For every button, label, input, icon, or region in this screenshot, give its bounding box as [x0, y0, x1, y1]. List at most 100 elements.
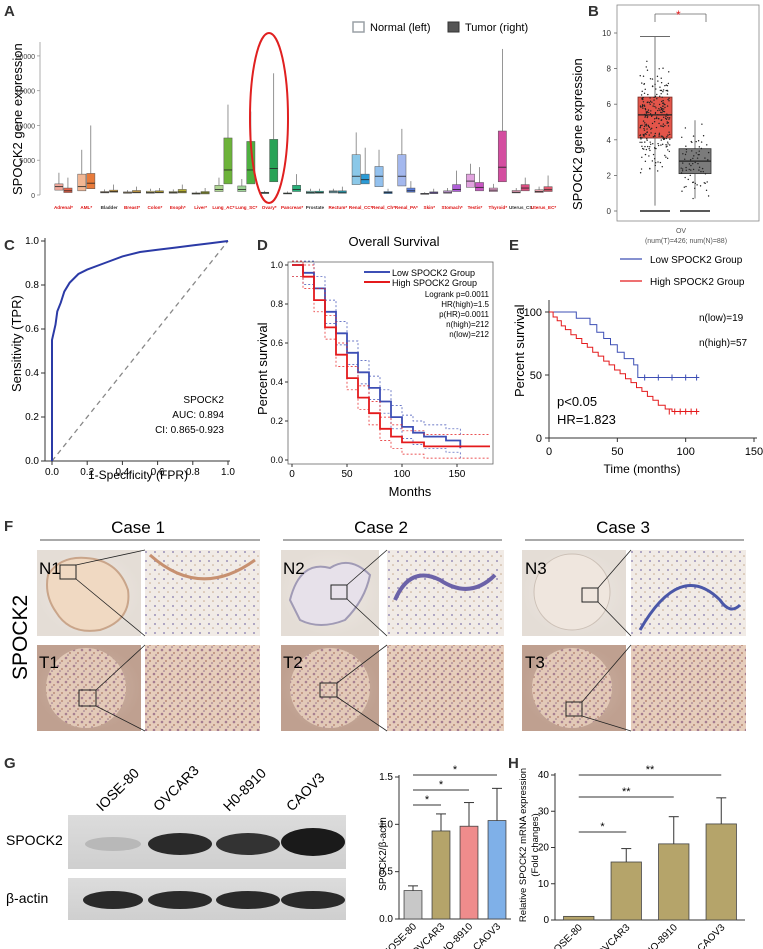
h-xtick-label: HO-8910 — [643, 922, 680, 949]
tissue-t3-zoom — [631, 645, 746, 731]
band-bactin-ioese80 — [83, 891, 143, 909]
panel-d-ylabel: Percent survival — [255, 322, 270, 415]
ov-normal-point — [702, 170, 704, 173]
tissue-n3-zoom — [631, 550, 746, 636]
ov-tumor-point — [665, 156, 667, 158]
h-ytick-label: 0 — [543, 915, 549, 926]
ov-tumor-point — [647, 145, 649, 148]
panel-d-xlabel: Months — [389, 484, 432, 499]
legend-low-e: Low SPOCK2 Group — [650, 255, 743, 266]
ov-tumor-point — [662, 116, 665, 119]
b-ytick-label: 10 — [602, 29, 611, 38]
cancer-tick-label: Lung_SC* — [235, 205, 257, 210]
ov-tumor-point — [654, 132, 656, 135]
roc-auc: AUC: 0.894 — [172, 410, 224, 421]
panel-c-xlabel: 1-Specificity (FPR) — [88, 468, 188, 482]
h-bar — [563, 915, 595, 921]
ov-tumor-point — [665, 146, 667, 148]
ov-tumor-point — [648, 155, 650, 157]
cancer-tick-label: Stomach* — [442, 205, 463, 210]
t2-zoom-line-bottom — [336, 696, 388, 732]
ov-tumor-point — [639, 172, 642, 174]
panel-b-counts: (num(T)=426; num(N)=88) — [645, 238, 727, 245]
panel-f-ihc: Case 1 Case 2 Case 3 SPOCK2 N1 N2 N3 T1 … — [9, 518, 746, 732]
ov-normal-point — [685, 148, 688, 151]
c-ytick-label: 0.8 — [25, 280, 39, 291]
tissue-n3-zoom-vessel — [638, 583, 742, 631]
g-ytick-label: 1.0 — [379, 819, 393, 830]
ov-tumor-point — [668, 97, 670, 100]
normal-box — [511, 190, 521, 194]
blot-col-ovcar3: OVCAR3 — [150, 762, 202, 814]
ov-tumor-point — [652, 153, 655, 156]
legend-normal-swatch — [352, 21, 365, 33]
ov-tumor-point — [666, 157, 669, 160]
band-bactin-ho8910 — [216, 891, 280, 909]
ov-tumor-point — [660, 144, 662, 146]
ov-normal-point — [688, 163, 691, 165]
ov-tumor-point — [643, 134, 645, 136]
ov-normal-point — [692, 197, 694, 200]
band-spock2-caov3 — [281, 828, 345, 856]
panel-label-b: B — [588, 3, 599, 20]
t3-zoom-line-top — [581, 644, 632, 703]
ov-normal-point — [689, 174, 691, 177]
ov-tumor-point — [651, 127, 653, 130]
ov-normal-point — [680, 167, 682, 169]
cancer-tick-label: Testis* — [468, 205, 483, 210]
ov-tumor-point — [654, 164, 656, 167]
band-spock2-ho8910 — [216, 833, 280, 855]
legend-tumor-swatch — [447, 21, 460, 33]
tumor-box — [452, 184, 461, 192]
ov-tumor-point — [644, 153, 647, 156]
ov-tumor-point — [659, 161, 662, 164]
ov-tumor-point — [649, 97, 651, 99]
e-xtick-label: 0 — [546, 446, 552, 458]
cancer-tick-label: Bladder — [101, 205, 118, 210]
ov-tumor-point — [667, 143, 669, 145]
panel-label-g: G — [4, 755, 16, 772]
cancer-tick-label: Uterus_EC* — [531, 205, 556, 210]
h-ytick-label: 20 — [538, 843, 550, 854]
ov-tumor-point — [658, 132, 661, 134]
g-xtick-label: OVCAR3 — [410, 921, 447, 949]
ov-normal-point — [690, 169, 692, 171]
panel-h-bar-chart: Relative SPOCK2 mRNA expression (Fold ch… — [518, 764, 745, 949]
label-t1: T1 — [39, 653, 59, 672]
ov-tumor-point — [660, 77, 662, 79]
cancer-tick-label: Renal_PA* — [395, 205, 418, 210]
band-spock2-ovcar3 — [148, 833, 212, 855]
ov-tumor-point — [645, 66, 647, 68]
ov-normal-point — [694, 187, 696, 190]
t1-zoom-line-bottom — [95, 705, 146, 732]
ov-tumor-point — [659, 109, 661, 111]
ov-normal-point — [704, 182, 706, 185]
g-xtick-label: CAOV3 — [471, 921, 503, 949]
ov-tumor-point — [662, 89, 665, 91]
ov-tumor-point — [665, 118, 668, 120]
panel-b-xlabel: OV — [676, 228, 686, 235]
ov-tumor-point — [650, 143, 652, 146]
ov-normal-point — [685, 151, 688, 153]
ov-tumor-point — [650, 128, 652, 130]
ov-tumor-point — [641, 141, 643, 144]
panel-label-f: F — [4, 518, 13, 535]
ov-tumor-point — [647, 125, 650, 127]
c-xtick-label: 0.6 — [151, 467, 165, 478]
ov-tumor-point — [667, 134, 669, 136]
ov-tumor-point — [660, 135, 662, 137]
a-ytick-label: 10000 — [16, 123, 36, 130]
os-high-curve — [292, 264, 490, 448]
h-sig-star: * — [600, 821, 605, 833]
ov-tumor-point — [649, 78, 652, 80]
ov-normal-point — [696, 184, 698, 186]
ov-tumor-point — [644, 141, 646, 143]
case-2-title: Case 2 — [354, 518, 408, 537]
ov-tumor-point — [653, 118, 656, 120]
panel-label-d: D — [257, 237, 268, 254]
ov-tumor-point — [646, 60, 648, 63]
ov-tumor-point — [644, 145, 646, 148]
d-xtick-label: 50 — [341, 469, 353, 480]
ov-normal-point — [682, 162, 684, 164]
ov-normal-point — [697, 140, 700, 142]
